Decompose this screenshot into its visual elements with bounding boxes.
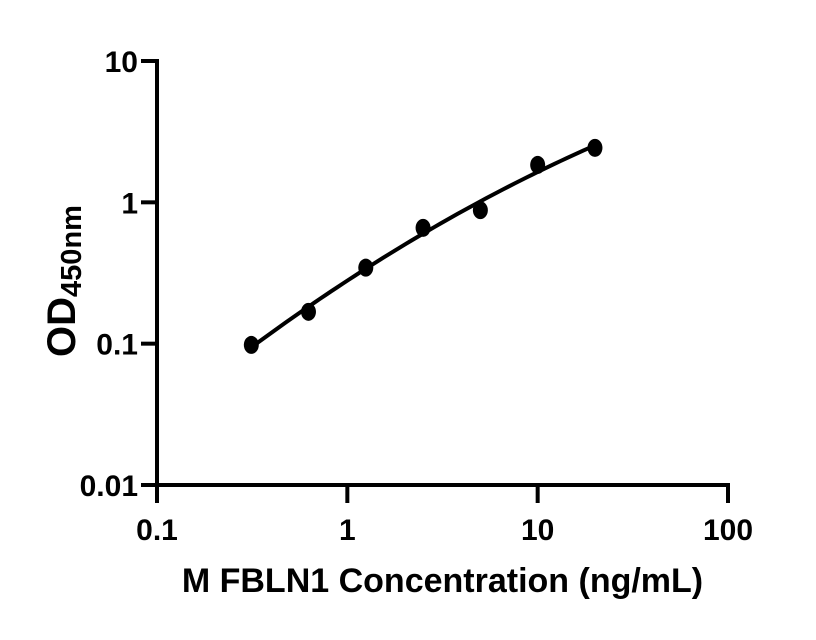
y-tick-label: 1 xyxy=(121,187,138,220)
x-tick-label: 0.1 xyxy=(136,514,178,547)
x-tick-label: 100 xyxy=(703,514,753,547)
x-tick-label: 10 xyxy=(521,514,554,547)
y-tick-label: 0.1 xyxy=(96,329,138,362)
y-axis-title: OD450nm xyxy=(40,205,88,357)
y-axis-title-main: OD xyxy=(40,296,84,357)
x-axis-title: M FBLN1 Concentration (ng/mL) xyxy=(181,562,704,600)
x-tick-label: 1 xyxy=(339,514,356,547)
data-point xyxy=(472,201,488,220)
y-tick-label: 10 xyxy=(105,46,138,79)
y-tick-label: 0.01 xyxy=(80,470,138,503)
y-axis-title-subscript: 450nm xyxy=(56,205,88,297)
data-point xyxy=(415,218,431,237)
data-point xyxy=(587,138,603,157)
data-point xyxy=(300,302,316,321)
data-point xyxy=(358,258,374,277)
axes-frame xyxy=(155,59,730,487)
data-point xyxy=(243,335,259,354)
data-point xyxy=(530,155,546,174)
